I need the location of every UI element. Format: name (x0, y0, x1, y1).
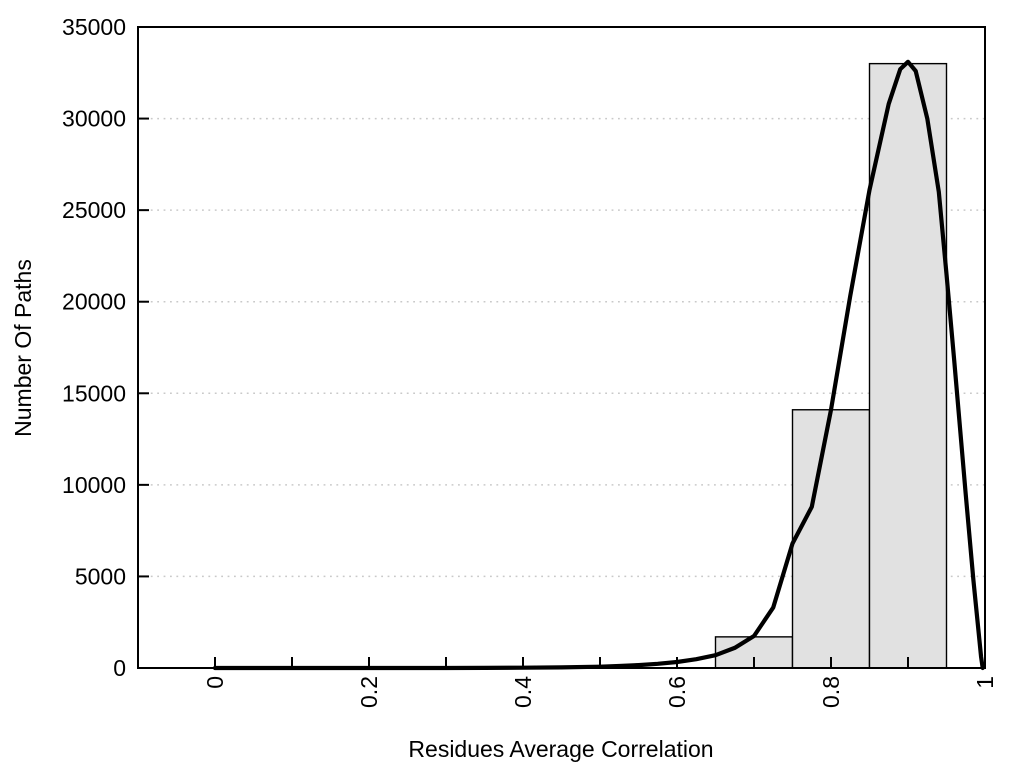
y-tick-label: 10000 (62, 472, 126, 498)
y-tick-label: 30000 (62, 106, 126, 132)
x-tick-label: 1 (972, 676, 998, 689)
x-tick-label: 0.8 (818, 676, 844, 708)
x-tick-label: 0.4 (510, 676, 536, 708)
y-axis-title: Number Of Paths (10, 259, 36, 437)
y-tick-label: 0 (113, 655, 126, 681)
y-tick-label: 35000 (62, 14, 126, 40)
y-tick-label: 15000 (62, 380, 126, 406)
x-tick-label: 0.2 (356, 676, 382, 708)
x-tick-label: 0 (202, 676, 228, 689)
y-tick-label: 25000 (62, 197, 126, 223)
plot-layers: 0 0.2 0.4 0.6 0.8 1 0 5000 10000 15000 20000 25000 3… (62, 14, 998, 708)
plot-border (137, 26, 986, 669)
y-tick-label: 5000 (75, 563, 126, 589)
histogram-bar (791, 409, 871, 669)
x-tick-label: 0.6 (664, 676, 690, 708)
x-axis-title: Residues Average Correlation (408, 736, 713, 762)
y-tick-label: 20000 (62, 289, 126, 315)
